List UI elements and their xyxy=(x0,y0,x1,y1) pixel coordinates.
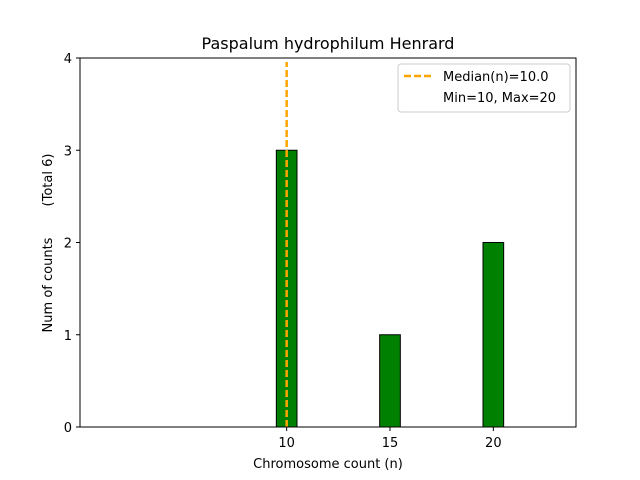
y-axis-label: Num of counts xyxy=(41,237,56,332)
y-tick-label-0: 0 xyxy=(64,421,72,436)
legend-box xyxy=(397,63,571,113)
y-axis-total-note: (Total 6) xyxy=(41,154,56,207)
bar-20 xyxy=(482,242,505,428)
y-tick-label-4: 4 xyxy=(64,52,72,67)
bars-layer xyxy=(275,149,505,428)
y-tick-label-1: 1 xyxy=(64,329,72,344)
x-tick-label-10: 10 xyxy=(278,436,295,451)
legend: Median(n)=10.0 Min=10, Max=20 xyxy=(397,63,571,113)
legend-entry-min-max: Min=10, Max=20 xyxy=(443,91,556,106)
x-tick-label-20: 20 xyxy=(485,436,502,451)
x-ticks: 10 15 20 xyxy=(278,427,502,451)
x-tick-label-15: 15 xyxy=(382,436,399,451)
chart-title: Paspalum hydrophilum Henrard xyxy=(202,34,455,53)
y-tick-label-3: 3 xyxy=(64,144,72,159)
x-axis-label: Chromosome count (n) xyxy=(253,457,403,472)
y-ticks: 0 1 2 3 4 xyxy=(64,52,80,436)
legend-entry-median: Median(n)=10.0 xyxy=(443,70,549,85)
bar-15 xyxy=(379,334,401,428)
y-tick-label-2: 2 xyxy=(64,237,72,252)
